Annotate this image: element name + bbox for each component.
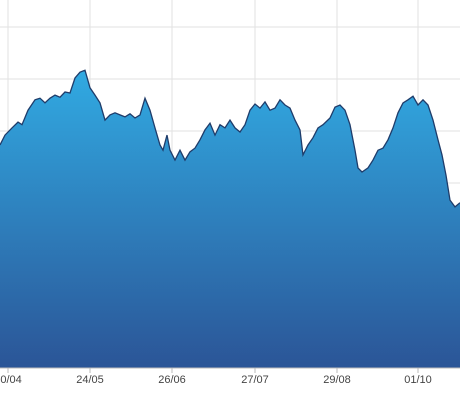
x-tick-label: 27/07 (241, 374, 269, 386)
x-tick-label: 26/06 (158, 374, 186, 386)
x-tick-label: 24/05 (76, 374, 104, 386)
x-tick-label: 20/04 (0, 374, 22, 386)
x-tick-label: 29/08 (323, 374, 351, 386)
x-tick-label: 01/10 (404, 374, 432, 386)
area-fill (0, 70, 460, 368)
area-line (0, 69, 460, 208)
